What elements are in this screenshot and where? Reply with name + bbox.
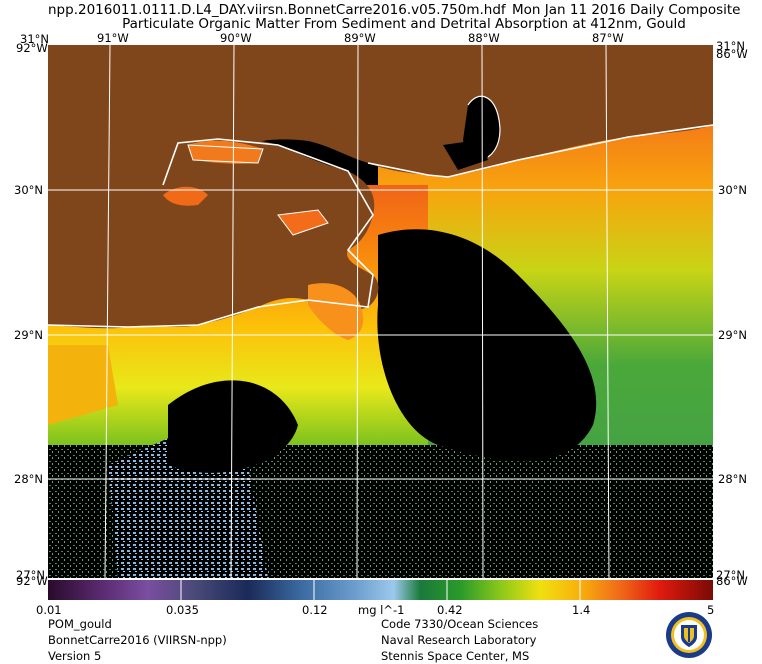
corner-lon-label: 86°W [716,47,748,61]
lat-tick-label: 28°N [718,472,747,486]
lat-tick-label: 28°N [14,472,43,486]
product-name: POM_gould [48,617,112,631]
colorbar-label: 1.4 [572,603,591,617]
lon-tick-label: 88°W [468,31,500,45]
colorbar [48,580,713,600]
corner-lat-label: 31°N [20,32,49,46]
org-name: Naval Research Laboratory [381,633,537,647]
colorbar-label: 0.42 [437,603,463,617]
composite-date: Mon Jan 11 2016 Daily Composite [512,2,741,18]
footer-right: Code 7330/Ocean Sciences Naval Research … [381,616,538,664]
corner-lon-label: 86°W [716,574,748,588]
corner-lat-label: 27°N [16,568,45,582]
region-sensor: BonnetCarre2016 (VIIRSN-npp) [48,633,227,647]
corner-lat-label: 27°N [716,568,745,582]
satellite-map [48,45,713,578]
map-title: Particulate Organic Matter From Sediment… [122,16,686,32]
org-code: Code 7330/Ocean Sciences [381,617,539,631]
footer-left: POM_gould BonnetCarre2016 (VIIRSN-npp) V… [48,616,227,664]
lat-tick-label: 30°N [14,183,43,197]
lon-tick-label: 89°W [344,31,376,45]
filename: npp.2016011.0111.D.L4_DAY.viirsn.BonnetC… [48,2,506,18]
org-location: Stennis Space Center, MS [381,649,530,663]
lon-tick-label: 90°W [220,31,252,45]
colorbar-label: 5 [707,603,715,617]
corner-lon-label: 92°W [16,41,48,55]
colorbar-label: 0.01 [36,603,62,617]
colorbar-label: 0.12 [302,603,328,617]
version: Version 5 [48,649,102,663]
corner-lon-label: 92°W [16,574,48,588]
lat-tick-label: 29°N [14,328,43,342]
corner-lat-label: 31°N [716,39,745,53]
lon-tick-label: 87°W [592,31,624,45]
nrl-seal-icon [665,611,713,659]
lon-tick-label: 91°W [97,31,129,45]
lat-tick-label: 30°N [718,183,747,197]
colorbar-unit: mg l^-1 [358,603,405,617]
colorbar-label: 0.035 [166,603,199,617]
lat-tick-label: 29°N [718,328,747,342]
